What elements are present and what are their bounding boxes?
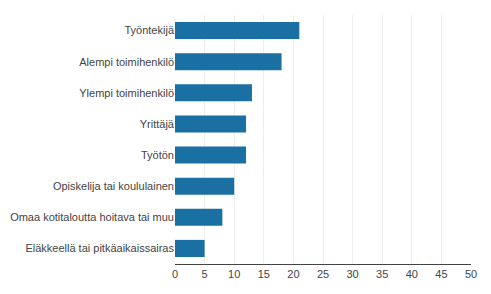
svg-text:Alempi toimihenkilö: Alempi toimihenkilö (79, 56, 174, 68)
svg-text:Omaa kotitaloutta hoitava tai: Omaa kotitaloutta hoitava tai muu (10, 211, 174, 223)
svg-text:30: 30 (346, 268, 358, 280)
svg-text:45: 45 (435, 268, 447, 280)
svg-text:40: 40 (406, 268, 418, 280)
svg-text:0: 0 (172, 268, 178, 280)
svg-text:Eläkkeellä tai pitkäaikaissair: Eläkkeellä tai pitkäaikaissairas (25, 242, 174, 254)
svg-text:15: 15 (258, 268, 270, 280)
svg-text:25: 25 (317, 268, 329, 280)
svg-text:Opiskelija tai koululainen: Opiskelija tai koululainen (53, 180, 174, 192)
svg-text:50: 50 (465, 268, 477, 280)
svg-text:Yrittäjä: Yrittäjä (140, 118, 175, 130)
svg-text:Ylempi toimihenkilö: Ylempi toimihenkilö (79, 87, 174, 99)
svg-text:Työtön: Työtön (141, 149, 174, 161)
svg-text:Työntekijä: Työntekijä (124, 24, 174, 36)
svg-text:5: 5 (202, 268, 208, 280)
svg-text:35: 35 (376, 268, 388, 280)
svg-text:20: 20 (287, 268, 299, 280)
svg-text:10: 10 (228, 268, 240, 280)
